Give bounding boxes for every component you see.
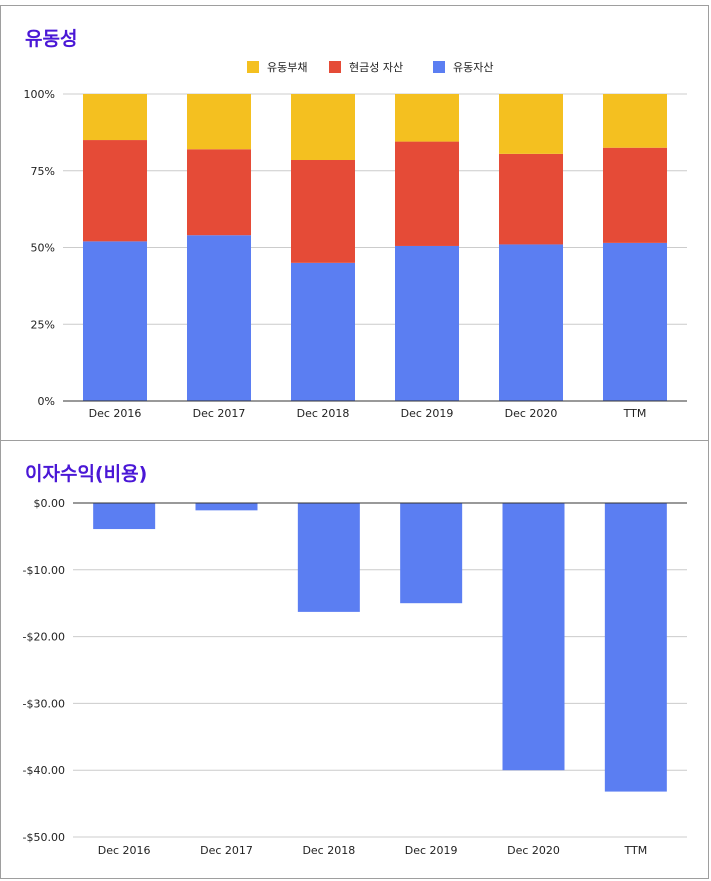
y-tick-label: 25%	[31, 318, 55, 331]
bar-유동자산-dec-2019	[395, 245, 459, 401]
x-tick-label: Dec 2018	[297, 407, 350, 420]
bar-유동부채-dec-2016	[83, 94, 147, 141]
bar-유동부채-dec-2018	[291, 94, 355, 161]
interest-chart-title: 이자수익(비용)	[25, 463, 148, 485]
bar-interest-dec-2020	[502, 503, 565, 771]
legend-swatch-유동자산	[433, 61, 445, 73]
legend-label: 유동자산	[453, 61, 493, 74]
y-tick-label: -$50.00	[23, 831, 65, 844]
x-tick-label: Dec 2020	[507, 844, 560, 857]
bar-유동자산-dec-2020	[499, 244, 563, 401]
x-tick-label: Dec 2017	[200, 844, 253, 857]
x-tick-label: Dec 2019	[405, 844, 458, 857]
y-tick-label: 0%	[38, 395, 55, 408]
interest-chart-panel: 이자수익(비용) $0.00 -$10.00 -$20.00 -$30.00 -$40.…	[0, 440, 709, 879]
bar-유동부채-dec-2020	[499, 94, 563, 154]
bar-현금성-자산-ttm	[603, 147, 667, 243]
bar-interest-dec-2019	[400, 503, 463, 604]
y-tick-label: 75%	[31, 165, 55, 178]
bar-현금성-자산-dec-2018	[291, 160, 355, 263]
bar-유동부채-ttm	[603, 94, 667, 148]
bar-유동부채-dec-2017	[187, 94, 251, 150]
bar-현금성-자산-dec-2017	[187, 149, 251, 236]
y-tick-label: 100%	[24, 88, 55, 101]
bar-interest-ttm	[604, 503, 667, 792]
bar-interest-dec-2016	[93, 503, 156, 530]
bar-interest-dec-2018	[297, 503, 360, 612]
liquidity-chart: 0% 25% 50% 75% 100% Dec 2016 Dec 2017 Dec 2018 D…	[24, 61, 687, 420]
legend-swatch-유동부채	[247, 61, 259, 73]
x-tick-label: Dec 2020	[505, 407, 558, 420]
y-tick-label: 50%	[31, 242, 55, 255]
x-tick-label: Dec 2016	[89, 407, 142, 420]
interest-chart: $0.00 -$10.00 -$20.00 -$30.00 -$40.00 -$50.00…	[23, 497, 687, 857]
y-tick-label: -$40.00	[23, 764, 65, 777]
x-tick-label: Dec 2017	[193, 407, 246, 420]
bar-유동자산-dec-2016	[83, 241, 147, 401]
x-tick-label: TTM	[623, 844, 647, 857]
x-tick-label: TTM	[623, 407, 647, 420]
y-tick-label: $0.00	[34, 497, 66, 510]
legend-label: 현금성 자산	[349, 61, 403, 74]
bar-유동부채-dec-2019	[395, 94, 459, 142]
y-tick-label: -$10.00	[23, 564, 65, 577]
bar-유동자산-ttm	[603, 242, 667, 401]
liquidity-chart-title: 유동성	[25, 28, 78, 50]
bar-현금성-자산-dec-2019	[395, 141, 459, 246]
bar-현금성-자산-dec-2020	[499, 153, 563, 245]
bar-유동자산-dec-2017	[187, 235, 251, 401]
x-tick-label: Dec 2018	[302, 844, 355, 857]
x-tick-label: Dec 2016	[98, 844, 151, 857]
bar-interest-dec-2017	[195, 503, 258, 511]
legend-swatch-현금성-자산	[329, 61, 341, 73]
bar-현금성-자산-dec-2016	[83, 140, 147, 242]
x-tick-label: Dec 2019	[401, 407, 454, 420]
y-tick-label: -$30.00	[23, 697, 65, 710]
bar-유동자산-dec-2018	[291, 262, 355, 401]
legend-label: 유동부채	[267, 61, 307, 74]
y-tick-label: -$20.00	[23, 631, 65, 644]
liquidity-chart-panel: 유동성 0% 25% 50% 75% 100% Dec 2016 Dec 2017 Dec 2…	[0, 5, 709, 441]
